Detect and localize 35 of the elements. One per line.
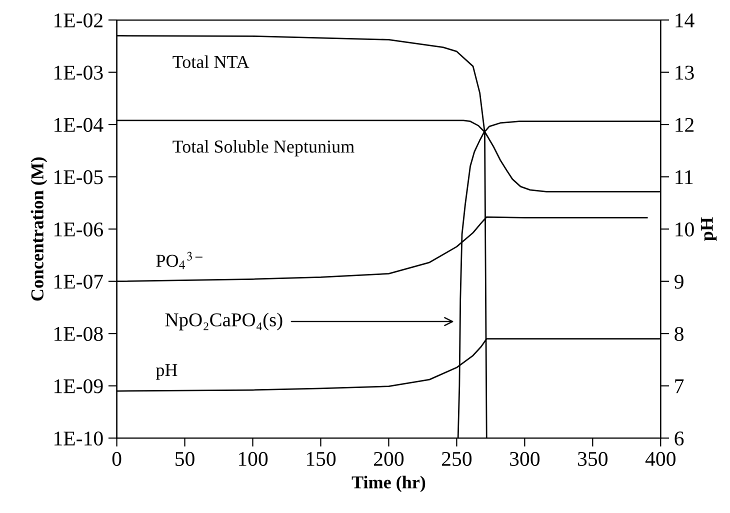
series-label: Total NTA	[172, 55, 250, 68]
annotation: NpO₂CaPO₄(s)	[165, 312, 282, 330]
y2-tick-label: 9	[674, 274, 684, 289]
y2-tick-label: 12	[676, 118, 694, 132]
y-tick-label: 1E-05	[54, 170, 103, 184]
series-label: Total Soluble Neptunium	[172, 140, 354, 156]
y2-tick-label: 8	[674, 326, 684, 342]
x-tick-label: 300	[510, 452, 540, 466]
y2-tick-label: 14	[676, 13, 694, 28]
y-tick-label: 1E-02	[54, 13, 102, 28]
y-tick-label: 1E-08	[54, 326, 103, 342]
y2-axis-title: pH	[700, 217, 717, 241]
y-tick-label: 1E-10	[54, 431, 103, 446]
y2-tick-label: 7	[675, 379, 684, 394]
x-tick-label: 50	[176, 452, 194, 466]
y2-tick-label: 6	[674, 432, 684, 446]
x-tick-label: 400	[645, 452, 676, 466]
y-tick-label: 1E-06	[54, 222, 103, 236]
x-tick-label: 250	[442, 452, 472, 466]
y2-tick-label: 13	[676, 66, 694, 80]
x-tick-label: 150	[306, 452, 336, 466]
series-label: pH	[156, 364, 178, 380]
x-tick-label: 200	[374, 452, 404, 466]
y-tick-label: 1E-04	[54, 118, 104, 132]
series-label: PO$_{4}$$^{3−}$	[156, 252, 202, 270]
y-axis-title: Concentration (M)	[30, 157, 48, 301]
y2-tick-label: 10	[676, 222, 694, 236]
x-axis-title: Time (hr)	[352, 476, 426, 492]
x-tick-label: 100	[238, 452, 268, 466]
x-tick-label: 350	[578, 452, 608, 466]
y-tick-label: 1E-09	[54, 379, 103, 394]
y-tick-label: 1E-07	[54, 274, 104, 289]
y-tick-label: 1E-03	[54, 66, 103, 80]
x-tick-label: 0	[112, 452, 122, 466]
y2-tick-label: 11	[676, 170, 693, 184]
